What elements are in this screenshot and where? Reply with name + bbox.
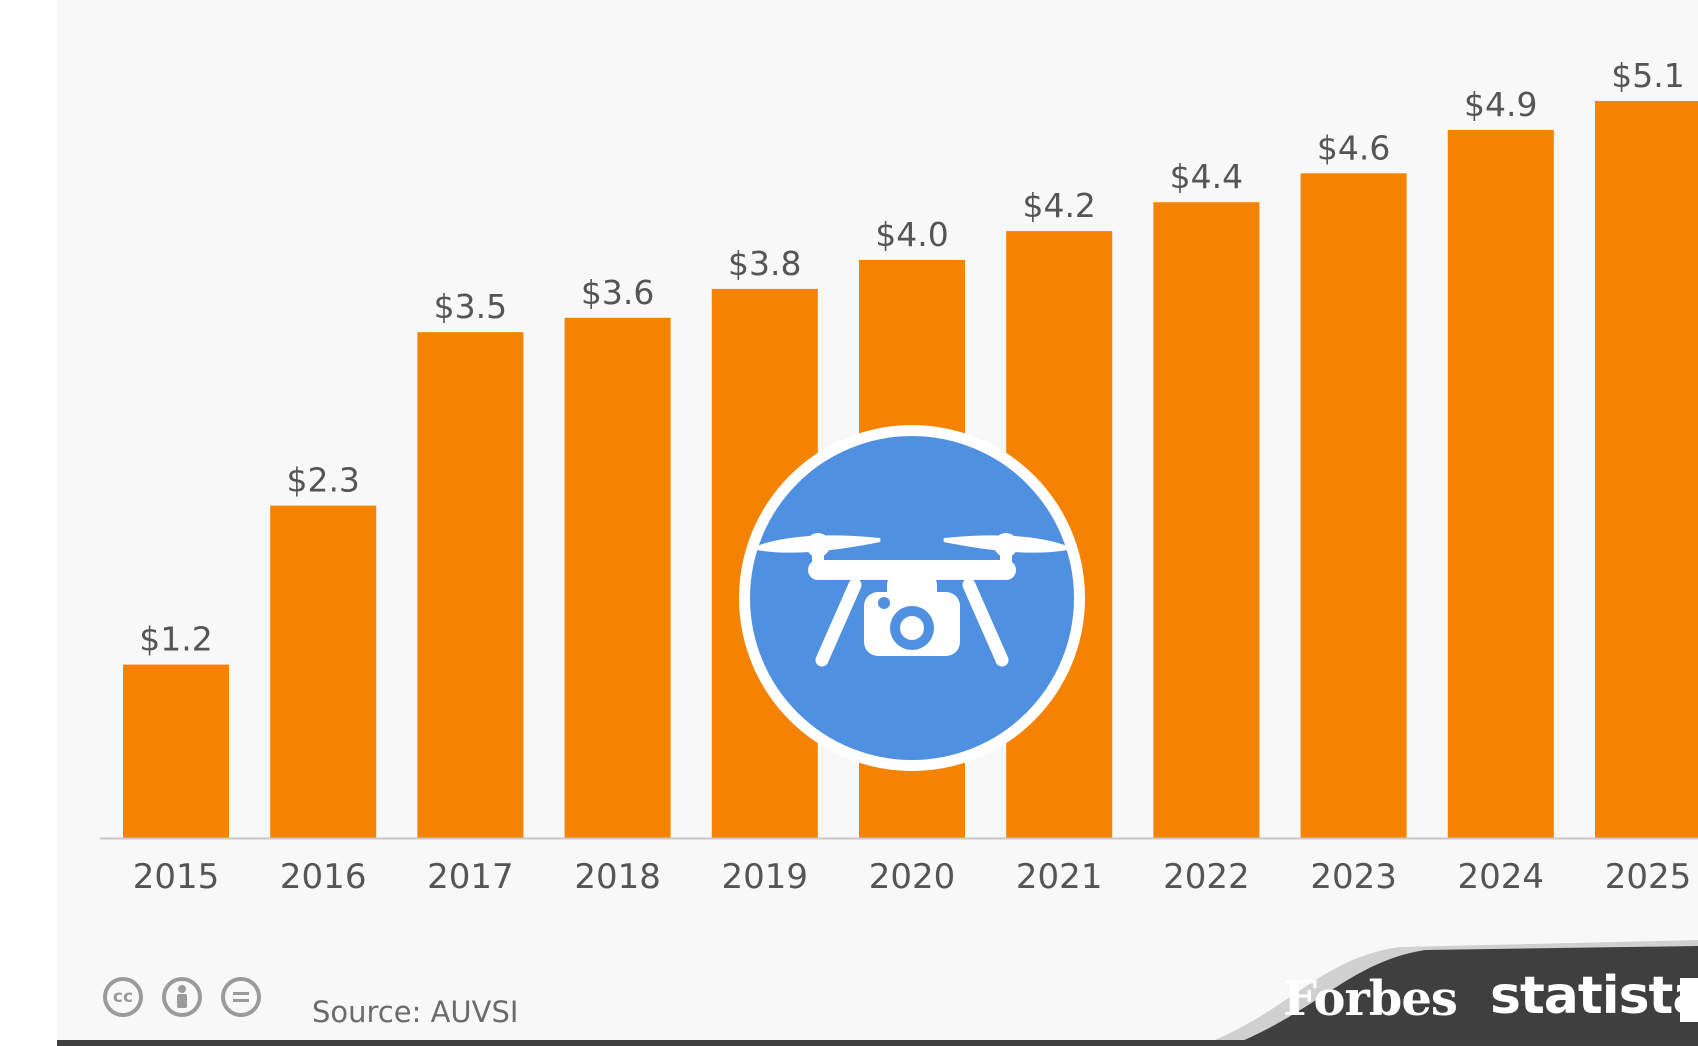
- x-tick-2023: 2023: [1310, 857, 1397, 897]
- no-derivatives-icon: [221, 977, 261, 1017]
- bar-2022: [1153, 202, 1260, 838]
- value-label-2016: $2.3: [286, 461, 359, 500]
- x-tick-2022: 2022: [1163, 857, 1250, 897]
- footer-band: [57, 940, 1698, 1046]
- bar-2023: [1300, 173, 1407, 839]
- bar-2025: [1595, 101, 1698, 838]
- bar-2018: [564, 317, 671, 838]
- drone-camera-icon: [739, 425, 1085, 771]
- bar-2024: [1447, 129, 1554, 838]
- value-label-2019: $3.8: [728, 244, 801, 283]
- bar-2017: [417, 332, 524, 838]
- statista-mark-icon: [1680, 978, 1698, 1022]
- value-labels-layer: $1.2 $2.3 $3.5 $3.6 $3.8 $4.0 $4.2 $4.4 $4.6 $4.9…: [139, 56, 1684, 659]
- bar-2015: [123, 664, 229, 838]
- value-label-2024: $4.9: [1464, 85, 1537, 124]
- x-tick-2024: 2024: [1458, 857, 1545, 897]
- value-label-2017: $3.5: [434, 287, 507, 326]
- x-tick-2020: 2020: [869, 857, 956, 897]
- forbes-logo: Forbes: [1283, 971, 1458, 1027]
- value-label-2018: $3.6: [581, 273, 654, 312]
- x-tick-2017: 2017: [427, 857, 514, 897]
- value-label-2025: $5.1: [1611, 56, 1684, 95]
- x-tick-2015: 2015: [133, 857, 220, 897]
- attribution-icon: [162, 977, 202, 1017]
- x-tick-2021: 2021: [1016, 857, 1103, 897]
- x-tick-2016: 2016: [280, 857, 367, 897]
- bar-2016: [270, 505, 377, 838]
- value-label-2015: $1.2: [139, 620, 212, 659]
- value-label-2022: $4.4: [1170, 157, 1243, 196]
- x-tick-labels-layer: 2015 2016 2017 2018 2019 2020 2021 2022 2023 2024…: [133, 857, 1692, 897]
- value-label-2020: $4.0: [875, 215, 948, 254]
- value-label-2023: $4.6: [1317, 128, 1390, 167]
- statista-logo: statista: [1490, 966, 1698, 1026]
- x-tick-2019: 2019: [722, 857, 809, 897]
- x-tick-2025: 2025: [1605, 857, 1692, 897]
- source-note: Source: AUVSI: [312, 995, 519, 1029]
- x-tick-2018: 2018: [574, 857, 661, 897]
- cc-icon: cc: [103, 977, 143, 1017]
- value-label-2021: $4.2: [1022, 186, 1095, 225]
